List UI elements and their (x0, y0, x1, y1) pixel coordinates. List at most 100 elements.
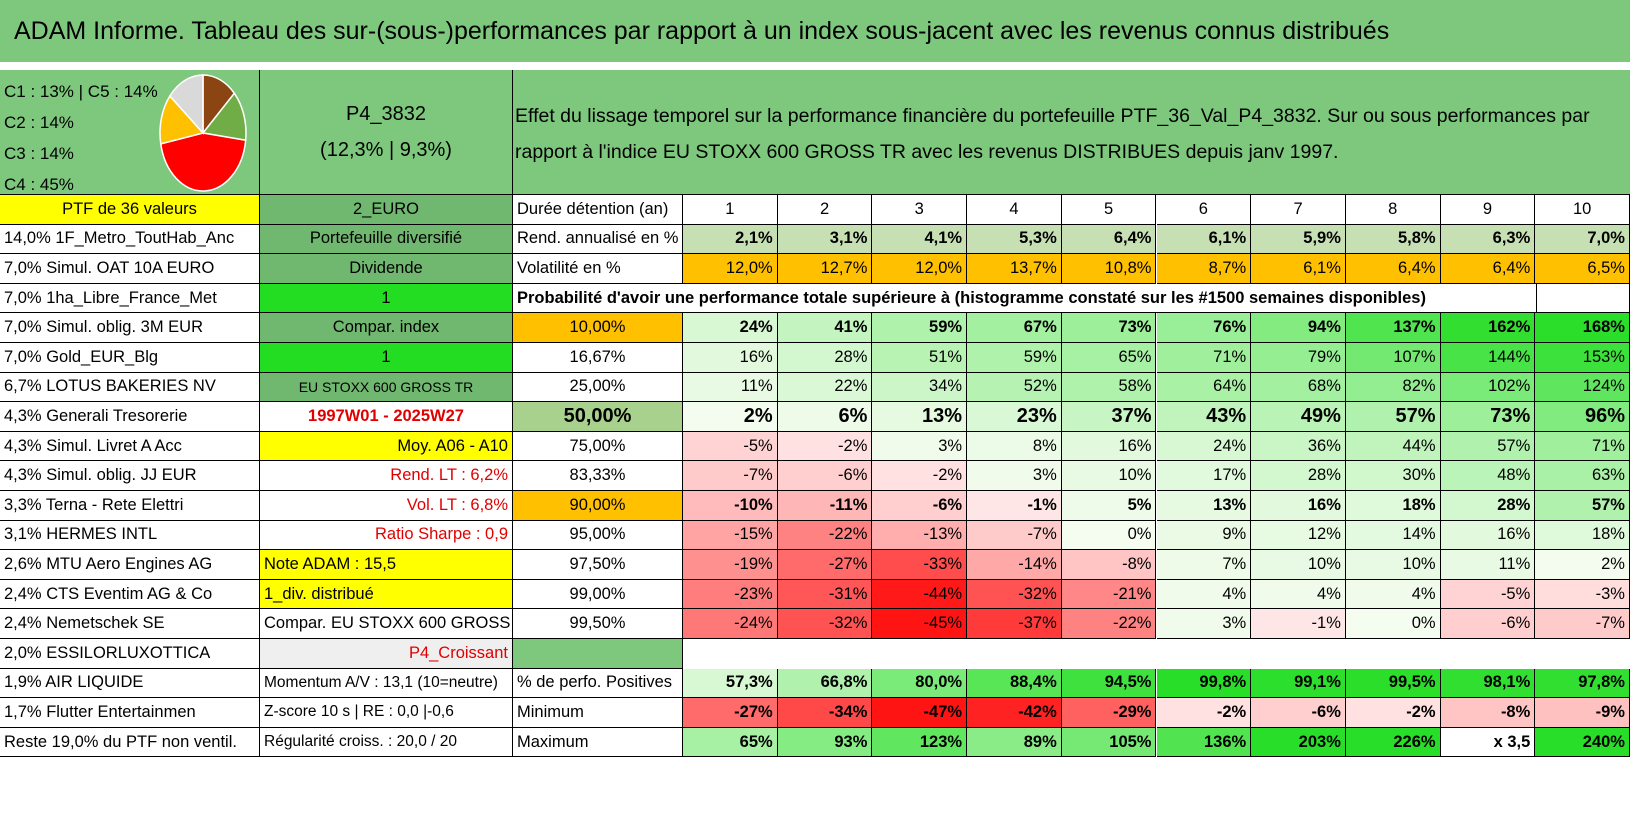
pie-slice-c4 (159, 132, 247, 192)
probability-title: Probabilité d'avoir une performance tota… (513, 283, 1537, 314)
maximum-label: Maximum (513, 727, 683, 758)
probability-value: 12% (1251, 520, 1346, 551)
vol-value: 12,0% (683, 254, 778, 284)
year-header: 5 (1061, 195, 1157, 225)
probability-level: 25,00% (513, 372, 683, 403)
probability-value: 8% (967, 431, 1062, 462)
probability-value: 73% (1440, 402, 1536, 432)
probability-value: -3% (1535, 579, 1630, 610)
year-header: 8 (1345, 195, 1441, 225)
positive-perf-value: 99,5% (1345, 668, 1441, 699)
rend-value: 7,0% (1535, 224, 1630, 255)
probability-value: 10% (1251, 550, 1346, 580)
probability-value: -14% (967, 550, 1062, 580)
flag-value: 1 (260, 283, 513, 314)
vol-lt: Vol. LT : 6,8% (260, 491, 513, 521)
report-title: ADAM Informe. Tableau des sur-(sous-)per… (0, 0, 1630, 62)
holding-row: 3,3% Terna - Rete Elettri (0, 491, 260, 521)
positive-perf-value: 94,5% (1061, 668, 1157, 699)
positive-perf-label: % de perfo. Positives (513, 668, 683, 699)
probability-value: 68% (1251, 372, 1346, 403)
pie-legend-item: C1 : 13% | C5 : 14% (4, 82, 158, 101)
holding-row: 7,0% Simul. oblig. 3M EUR (0, 313, 260, 343)
rend-value: 6,3% (1440, 224, 1536, 255)
year-header: 6 (1156, 195, 1252, 225)
rend-value: 5,3% (967, 224, 1062, 255)
pie-legend-item: C2 : 14% (4, 113, 74, 132)
year-header: 2 (777, 195, 873, 225)
probability-value: -45% (872, 609, 968, 639)
probability-value: -11% (777, 491, 873, 521)
probability-value: -27% (777, 550, 873, 580)
probability-value: -22% (1061, 609, 1157, 639)
holding-row: 7,0% 1ha_Libre_France_Met (0, 283, 260, 314)
years-label: Durée détention (an) (513, 195, 683, 225)
empty-green-cell (513, 639, 683, 669)
probability-level: 50,00% (513, 402, 683, 432)
holding-row: 2,4% CTS Eventim AG & Co (0, 579, 260, 610)
probability-value: 65% (1061, 343, 1157, 373)
year-header: 3 (872, 195, 968, 225)
probability-value: 28% (1440, 491, 1536, 521)
rend-value: 5,8% (1345, 224, 1441, 255)
vol-value: 6,1% (1251, 254, 1346, 284)
maximum-value: x 3,5 (1440, 727, 1536, 758)
period-label: 1997W01 - 2025W27 (260, 402, 513, 432)
probability-value: 10% (1345, 550, 1441, 580)
holding-row: 1,7% Flutter Entertainmen (0, 698, 260, 728)
probability-value: 96% (1535, 402, 1630, 432)
probability-value: 17% (1156, 461, 1252, 491)
probability-value: 57% (1345, 402, 1441, 432)
probability-level: 75,00% (513, 431, 683, 462)
holding-row: 14,0% 1F_Metro_ToutHab_Anc (0, 224, 260, 255)
probability-value: -32% (967, 579, 1062, 610)
holding-row: 4,3% Simul. Livret A Acc (0, 431, 260, 462)
minimum-value: -27% (683, 698, 778, 728)
probability-value: 16% (683, 343, 778, 373)
vol-value: 10,8% (1061, 254, 1157, 284)
probability-value: -7% (1535, 609, 1630, 639)
positive-perf-value: 88,4% (967, 668, 1062, 699)
holding-row: 2,0% ESSILORLUXOTTICA (0, 639, 260, 669)
rend-value: 6,4% (1061, 224, 1157, 255)
probability-value: -24% (683, 609, 778, 639)
maximum-value: 93% (777, 727, 873, 758)
maximum-value: 89% (967, 727, 1062, 758)
dividend-mode: 1_div. distribué (260, 579, 513, 610)
probability-value: 34% (872, 372, 968, 403)
probability-value: 137% (1345, 313, 1441, 343)
portfolio-stats: (12,3% | 9,3%) (320, 139, 452, 161)
probability-value: 24% (683, 313, 778, 343)
holding-row: 7,0% Simul. OAT 10A EURO (0, 254, 260, 284)
probability-value: -19% (683, 550, 778, 580)
portfolio-id-panel: P4_3832 (12,3% | 9,3%) (260, 70, 513, 195)
probability-value: 43% (1156, 402, 1252, 432)
index-name: EU STOXX 600 GROSS TR (260, 372, 513, 403)
positive-perf-value: 98,1% (1440, 668, 1536, 699)
rend-lt: Rend. LT : 6,2% (260, 461, 513, 491)
probability-value: 63% (1535, 461, 1630, 491)
croissant-label: P4_Croissant (260, 639, 513, 669)
probability-value: 49% (1251, 402, 1346, 432)
vol-value: 6,5% (1535, 254, 1630, 284)
minimum-value: -6% (1251, 698, 1346, 728)
minimum-value: -42% (967, 698, 1062, 728)
probability-value: 59% (872, 313, 968, 343)
year-header: 10 (1535, 195, 1630, 225)
probability-value: -1% (1251, 609, 1346, 639)
currency-label: 2_EURO (260, 195, 513, 225)
vol-value: 12,7% (777, 254, 873, 284)
flag-value: 1 (260, 343, 513, 373)
probability-value: 18% (1345, 491, 1441, 521)
probability-value: 13% (1156, 491, 1252, 521)
profile-label: Portefeuille diversifié (260, 224, 513, 255)
regularite-label: Régularité croiss. : 20,0 / 20 (260, 727, 513, 758)
probability-value: 3% (872, 431, 968, 462)
probability-value: 57% (1535, 491, 1630, 521)
maximum-value: 65% (683, 727, 778, 758)
probability-value: 4% (1156, 579, 1252, 610)
probability-value: 14% (1345, 520, 1441, 551)
probability-value: -23% (683, 579, 778, 610)
probability-level: 95,00% (513, 520, 683, 551)
allocation-pie-chart (159, 74, 247, 192)
